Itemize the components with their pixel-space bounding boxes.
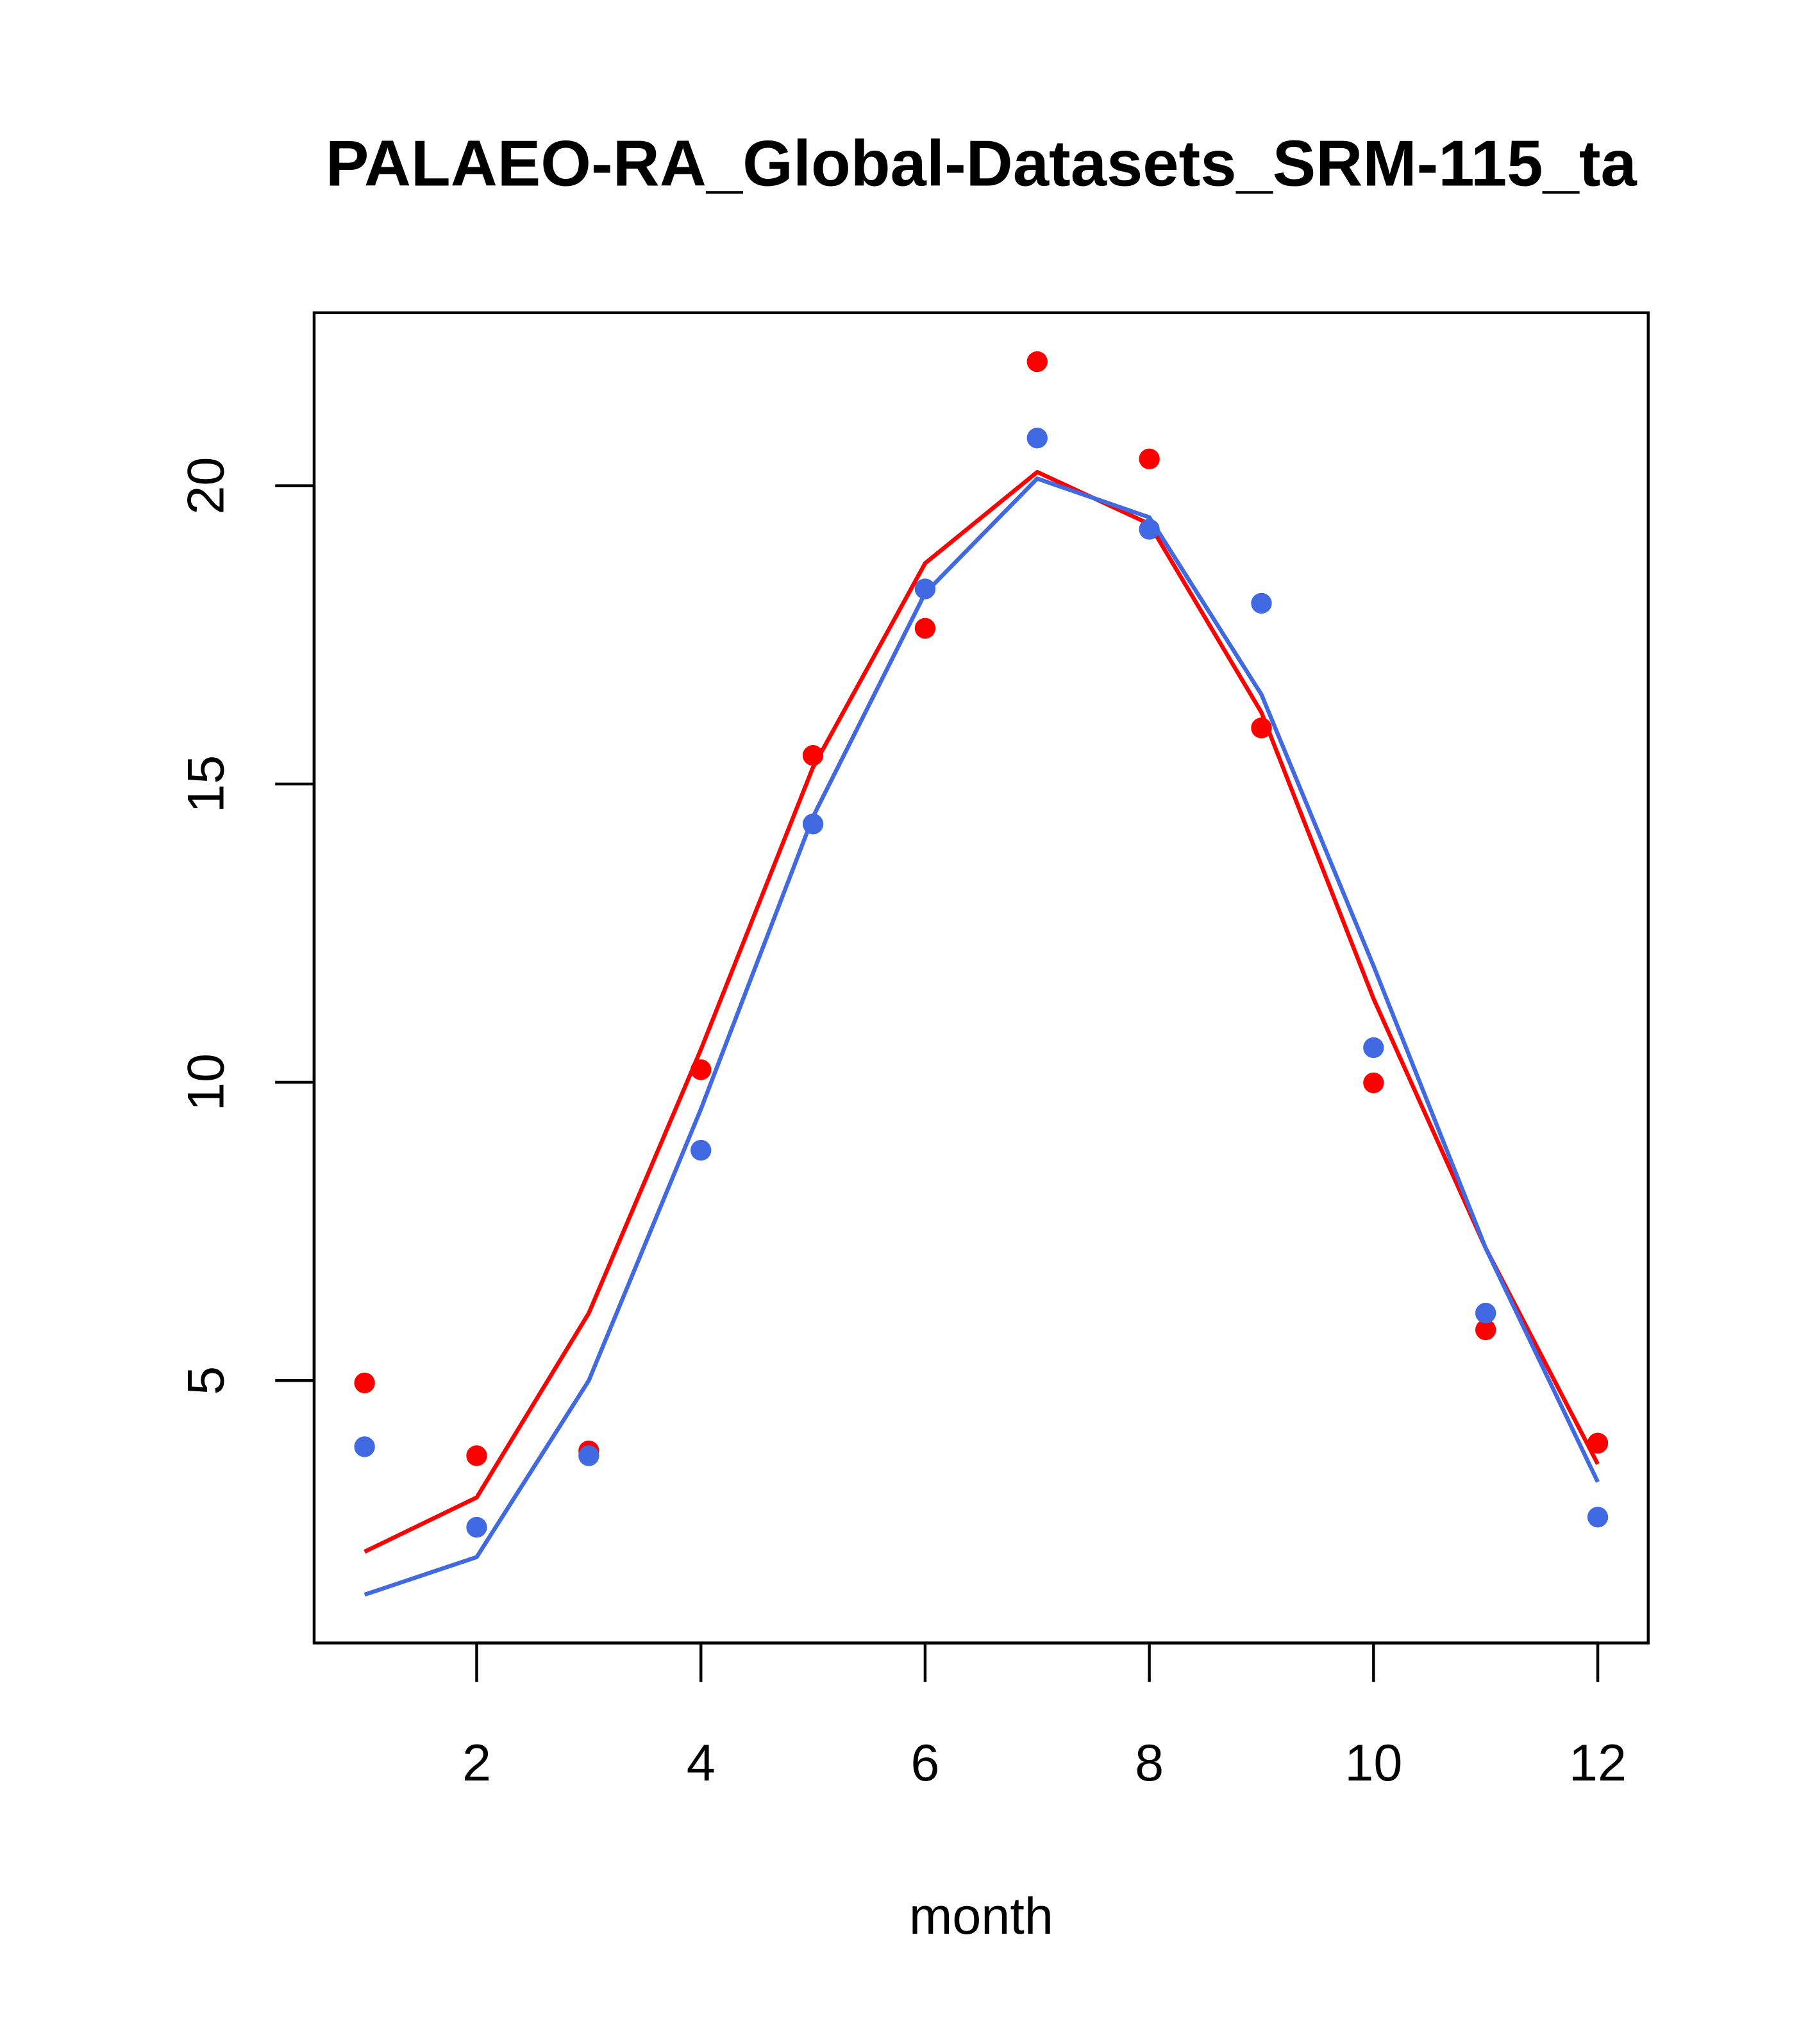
blue-points-point [578, 1445, 599, 1466]
red-points-point [1587, 1432, 1609, 1454]
blue-points-point [914, 578, 936, 599]
blue-points-point [354, 1436, 375, 1457]
blue-line-polyline [364, 476, 1600, 1597]
plot-frame [312, 311, 1650, 1645]
blue-points-point [802, 813, 824, 835]
blue-points-point [1026, 427, 1048, 449]
red-line-polyline [364, 469, 1600, 1554]
x-axis-label: month [909, 1888, 1053, 1945]
x-axis: 2 4 6 8 10 12 [462, 1641, 1627, 1792]
y-axis: 5 10 15 20 [177, 457, 316, 1395]
red-points-point [691, 1059, 712, 1080]
red-points-point [914, 617, 936, 639]
red-points-point [1139, 448, 1160, 469]
red-points-point [1363, 1072, 1384, 1094]
y-tick-label: 20 [177, 457, 235, 515]
series-layer [354, 351, 1609, 1597]
blue-points-point [1363, 1037, 1384, 1059]
y-tick-label: 10 [177, 1053, 235, 1111]
blue-points-point [466, 1516, 487, 1538]
y-tick-label: 5 [177, 1366, 235, 1395]
y-tick-label: 15 [177, 755, 235, 813]
x-tick-label: 8 [1135, 1734, 1164, 1792]
blue-points-point [691, 1139, 712, 1161]
red-points-point [1026, 351, 1048, 373]
blue-points-point [1475, 1302, 1496, 1324]
blue-points-point [1587, 1507, 1609, 1528]
x-tick-label: 4 [687, 1734, 716, 1792]
chart-title: PALAEO-RA_Global-Datasets_SRM-115_ta [326, 127, 1637, 199]
blue-points-point [1139, 519, 1160, 540]
x-tick-label: 6 [910, 1734, 939, 1792]
red-points-point [1475, 1319, 1496, 1341]
red-points-point [1251, 717, 1272, 739]
x-tick-label: 10 [1344, 1734, 1402, 1792]
red-points-point [354, 1372, 375, 1394]
x-tick-label: 12 [1569, 1734, 1627, 1792]
red-points-point [466, 1445, 487, 1466]
x-tick-label: 2 [462, 1734, 491, 1792]
red-points-point [802, 744, 824, 766]
blue-points-point [1251, 592, 1272, 614]
